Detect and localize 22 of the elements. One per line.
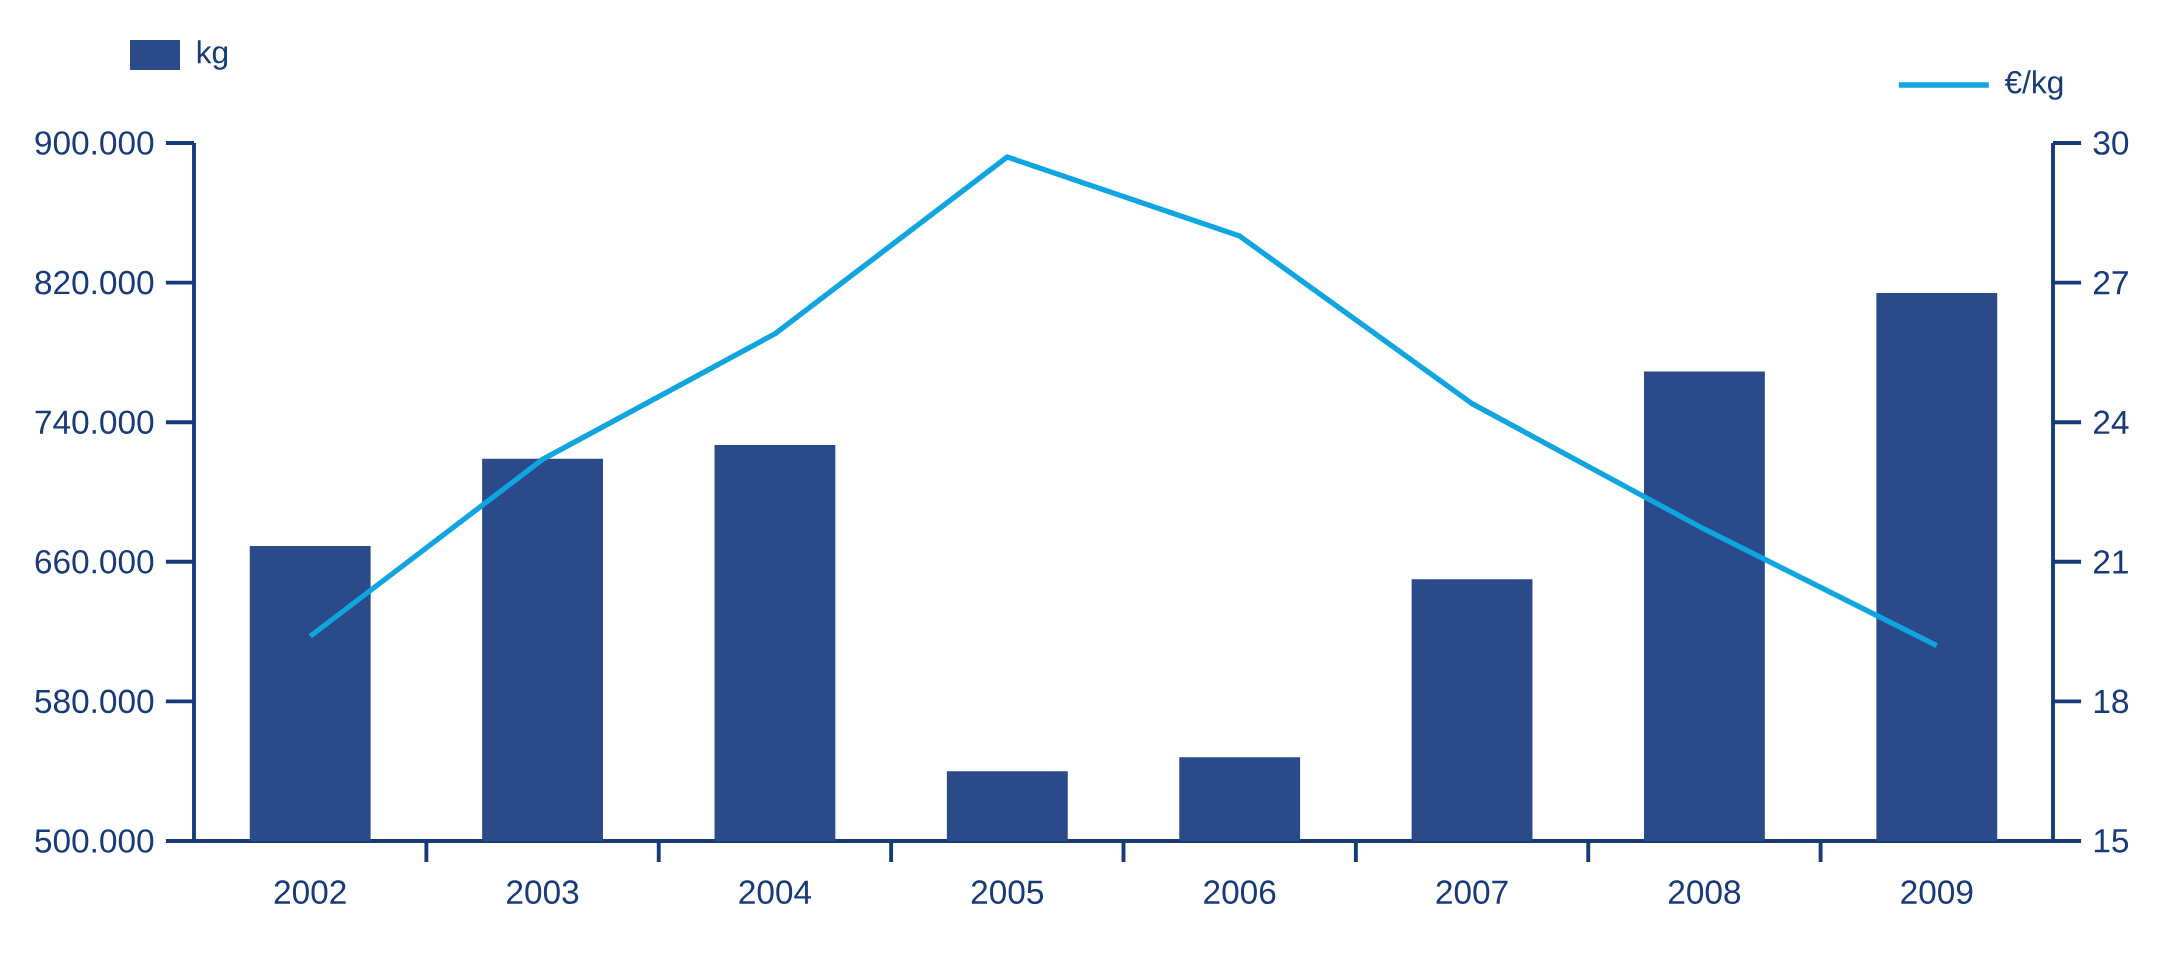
- y2-tick-label: 30: [2093, 131, 2129, 155]
- y-tick-label: 820.000: [35, 270, 154, 295]
- x-tick-label: 2002: [274, 880, 346, 905]
- y-tick-label: 660.000: [35, 549, 154, 574]
- y-tick-label: 740.000: [35, 410, 154, 435]
- x-tick-label: 2003: [507, 880, 579, 905]
- x-tick-label: 2009: [1901, 880, 1973, 905]
- y2-tick-label: 27: [2094, 270, 2128, 295]
- y2-tick-label: 15: [2094, 829, 2129, 853]
- legend-label: kg: [197, 40, 228, 70]
- x-tick-label: 2007: [1436, 880, 1508, 905]
- y-tick-label: 500.000: [35, 829, 154, 853]
- y-tick-label: 580.000: [35, 689, 154, 714]
- y2-tick-label: 18: [2094, 689, 2129, 714]
- y-tick-label: 900.000: [35, 131, 154, 155]
- y2-tick-label: 21: [2094, 550, 2128, 574]
- legend-label: €/kg: [2004, 70, 2063, 100]
- x-tick-label: 2004: [739, 880, 812, 905]
- y2-tick-label: 24: [2094, 410, 2129, 434]
- x-tick-label: 2005: [971, 880, 1044, 905]
- x-tick-label: 2006: [1204, 880, 1276, 905]
- x-tick-label: 2008: [1668, 880, 1741, 905]
